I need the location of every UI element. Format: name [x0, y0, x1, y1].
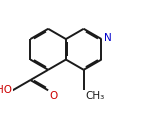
Text: O: O	[49, 91, 58, 101]
Text: CH₃: CH₃	[85, 91, 104, 101]
Text: HO: HO	[0, 85, 12, 95]
Text: N: N	[104, 33, 111, 43]
